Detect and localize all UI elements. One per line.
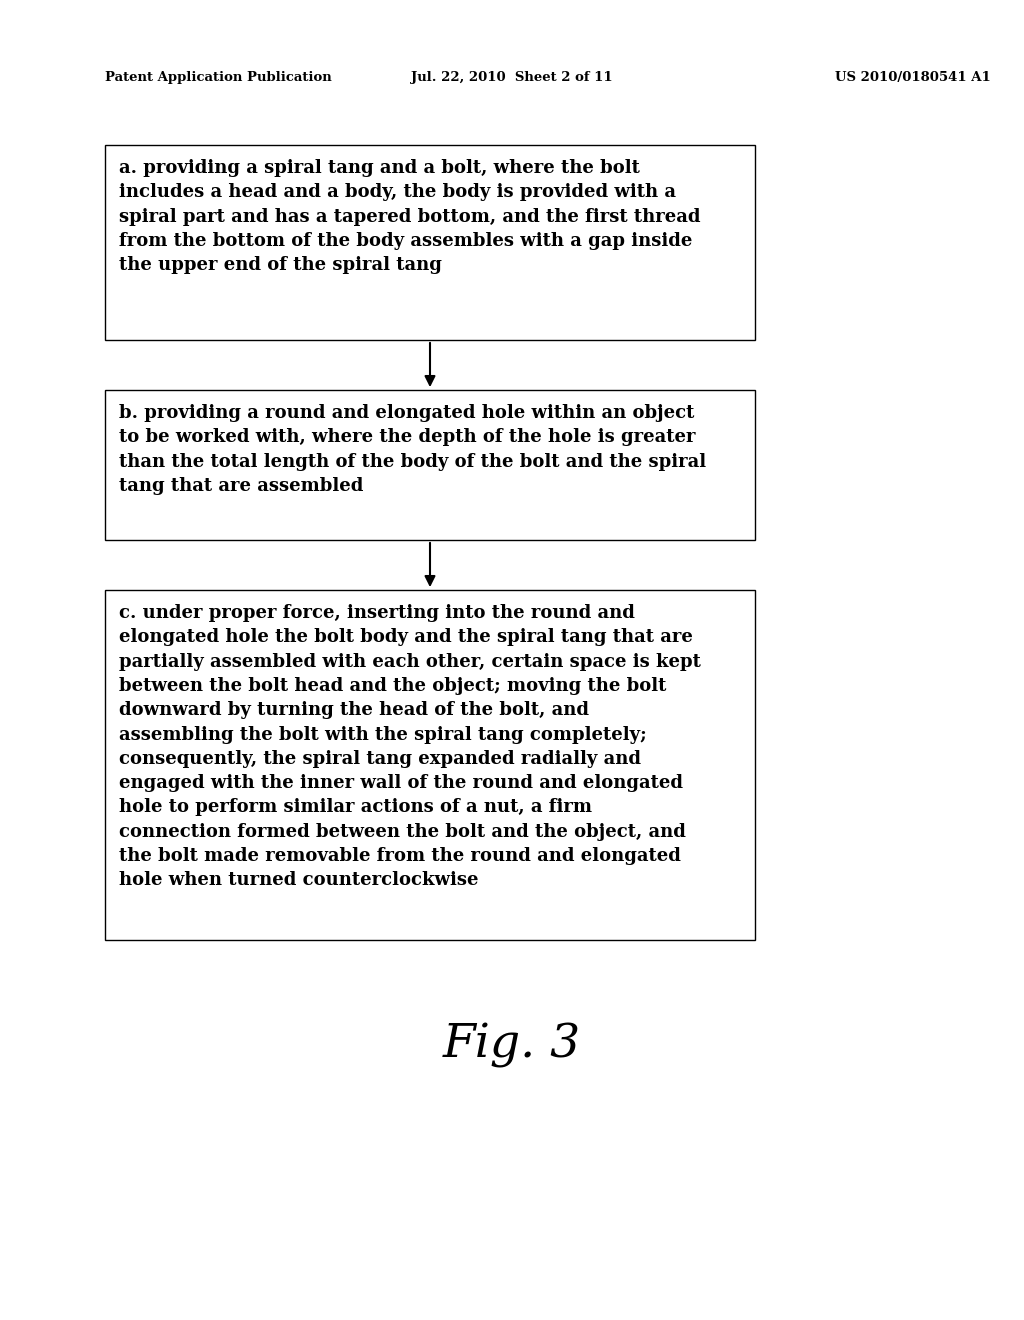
Text: US 2010/0180541 A1: US 2010/0180541 A1 xyxy=(835,71,991,84)
Text: Fig. 3: Fig. 3 xyxy=(442,1023,582,1068)
Text: c. under proper force, inserting into the round and
elongated hole the bolt body: c. under proper force, inserting into th… xyxy=(119,605,700,890)
Text: b. providing a round and elongated hole within an object
to be worked with, wher: b. providing a round and elongated hole … xyxy=(119,404,707,495)
Bar xyxy=(105,145,755,341)
Text: Jul. 22, 2010  Sheet 2 of 11: Jul. 22, 2010 Sheet 2 of 11 xyxy=(412,71,612,84)
Text: Patent Application Publication: Patent Application Publication xyxy=(105,71,332,84)
Text: a. providing a spiral tang and a bolt, where the bolt
includes a head and a body: a. providing a spiral tang and a bolt, w… xyxy=(119,158,700,275)
Bar xyxy=(105,389,755,540)
Bar xyxy=(105,590,755,940)
